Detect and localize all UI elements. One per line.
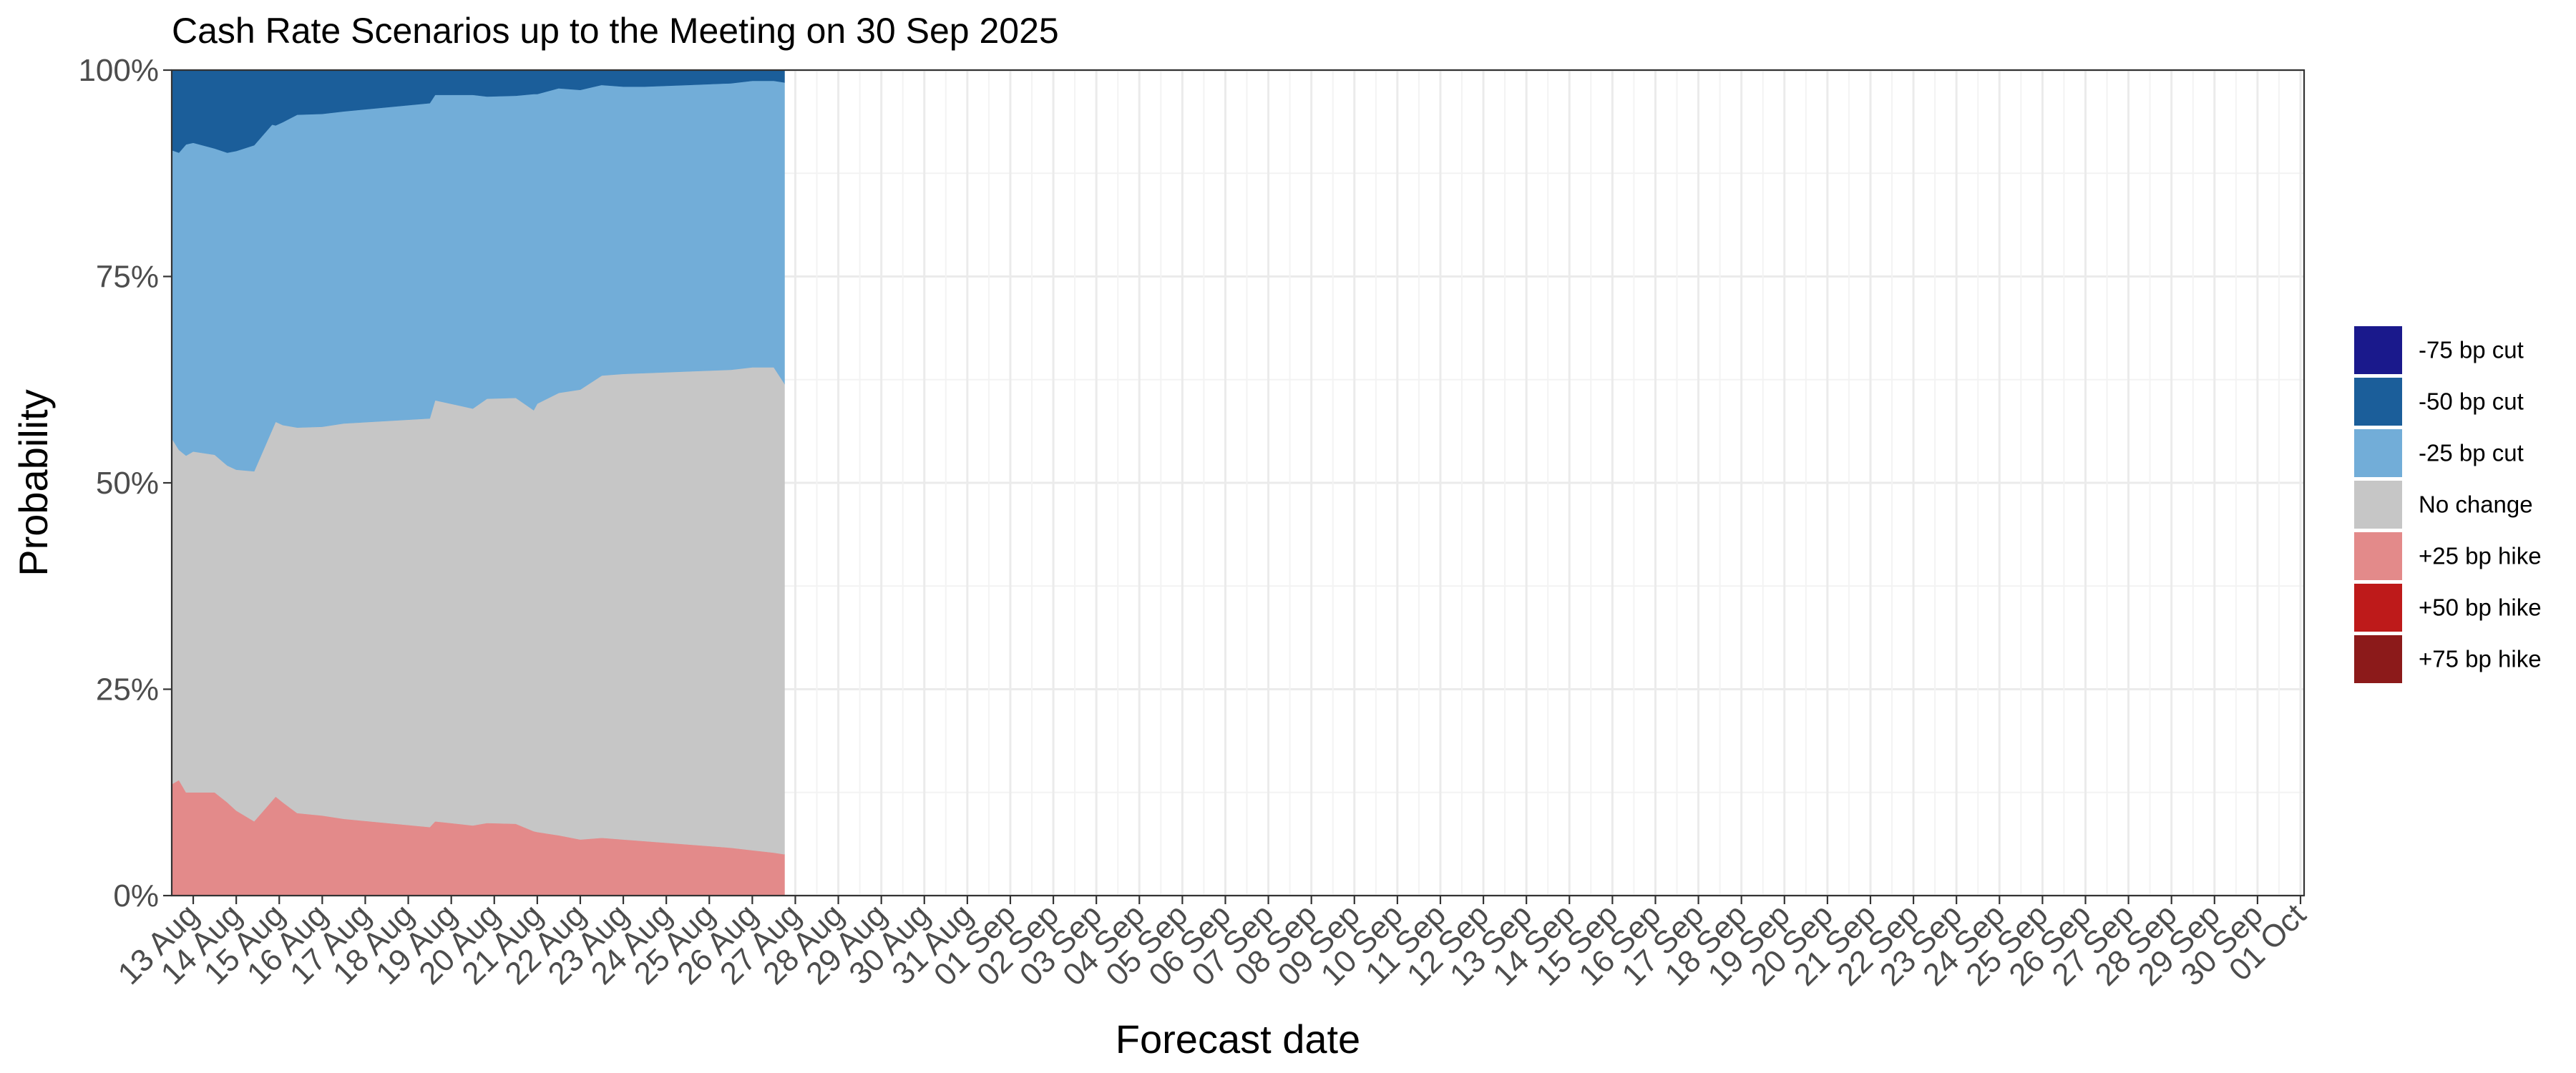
legend-label: -25 bp cut: [2419, 440, 2524, 466]
y-axis-title: Probability: [11, 389, 56, 576]
legend-key: [2354, 326, 2402, 374]
legend-label: -75 bp cut: [2419, 337, 2524, 363]
y-tick-label: 50%: [96, 466, 159, 501]
legend-label: +75 bp hike: [2419, 646, 2542, 672]
legend-label: +50 bp hike: [2419, 594, 2542, 621]
y-tick-label: 100%: [78, 53, 159, 88]
legend-label: No change: [2419, 491, 2533, 518]
legend-key: [2354, 481, 2402, 529]
y-tick-label: 0%: [113, 878, 159, 913]
legend-key: [2354, 378, 2402, 426]
legend-label: -50 bp cut: [2419, 388, 2524, 415]
legend-key: [2354, 532, 2402, 580]
legend-key: [2354, 429, 2402, 477]
legend-key: [2354, 584, 2402, 632]
y-tick-label: 75%: [96, 260, 159, 295]
legend: -75 bp cut -50 bp cut -25 bp cut No change +…: [2354, 326, 2542, 683]
legend-label: +25 bp hike: [2419, 543, 2542, 569]
y-tick-label: 25%: [96, 672, 159, 707]
y-axis: 0% 25% 50% 75% 100%: [78, 53, 172, 913]
stacked-areas: [171, 69, 785, 896]
chart-title: Cash Rate Scenarios up to the Meeting on…: [172, 11, 1059, 51]
x-axis-title: Forecast date: [1116, 1016, 1360, 1062]
legend-key: [2354, 635, 2402, 683]
